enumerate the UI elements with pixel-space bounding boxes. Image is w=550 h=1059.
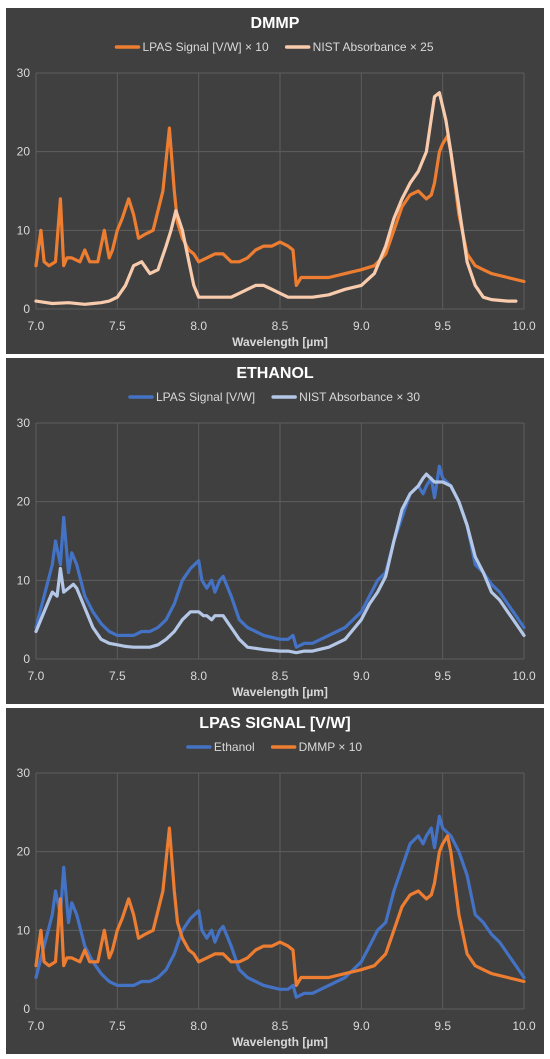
legend-item-nist-absorbance-25: NIST Absorbance × 25 — [284, 40, 434, 54]
legend-item-ethanol: Ethanol — [186, 740, 255, 754]
series-line-dmmp-10 — [34, 826, 526, 987]
x-tick-label: 9.5 — [434, 1019, 451, 1033]
legend: LPAS Signal [V/W] NIST Absorbance × 30 — [128, 390, 420, 404]
x-tick-label: 9.0 — [353, 319, 370, 333]
x-tick-label: 9.5 — [434, 319, 451, 333]
x-tick-label: 9.5 — [434, 669, 451, 683]
x-tick-label: 8.0 — [190, 319, 207, 333]
legend-item-nist-absorbance-30: NIST Absorbance × 30 — [271, 390, 420, 404]
x-axis-label: Wavelength [µm] — [232, 1035, 328, 1049]
legend: Ethanol DMMP × 10 — [186, 740, 363, 754]
series-line-nist-absorbance-25 — [34, 91, 518, 306]
y-tick-label: 0 — [23, 652, 30, 666]
x-tick-label: 9.0 — [353, 669, 370, 683]
legend-label: DMMP × 10 — [299, 740, 363, 754]
x-tick-label: 7.5 — [109, 669, 126, 683]
x-tick-label: 7.0 — [28, 319, 45, 333]
series-line-lpas-signal-v-w-10 — [34, 126, 526, 287]
x-tick-label: 8.5 — [272, 669, 289, 683]
legend-label: LPAS Signal [V/W] — [156, 390, 255, 404]
x-tick-label: 8.0 — [190, 1019, 207, 1033]
y-tick-label: 20 — [17, 845, 31, 859]
series-line-lpas-signal-v-w — [34, 464, 526, 649]
legend-item-dmmp-10: DMMP × 10 — [270, 740, 363, 754]
legend: LPAS Signal [V/W] × 10 NIST Absorbance × … — [114, 40, 434, 54]
x-tick-label: 8.0 — [190, 669, 207, 683]
x-tick-label: 7.0 — [28, 1019, 45, 1033]
legend-label: LPAS Signal [V/W] × 10 — [142, 40, 269, 54]
chart-panel-lpas-signal: LPAS SIGNAL [V/W] 0 10 20 30 7.0 7.5 8.0 8.5 9.0 9… — [6, 708, 544, 1054]
chart-panel-dmmp: DMMP 0 10 20 30 7.0 7.5 8.0 8.5 9.0 9.5 10.0 Wavelen… — [6, 8, 544, 354]
x-tick-label: 10.0 — [512, 1019, 536, 1033]
series-line-ethanol — [34, 814, 526, 999]
y-tick-label: 20 — [17, 495, 31, 509]
legend-item-lpas-signal-v-w: LPAS Signal [V/W] — [128, 390, 255, 404]
y-tick-label: 20 — [17, 145, 31, 159]
legend-label: NIST Absorbance × 25 — [313, 40, 434, 54]
x-tick-label: 10.0 — [512, 319, 536, 333]
chart-svg-ethanol: ETHANOL 0 10 20 30 7.0 7.5 8.0 8.5 9.0 9.5 10.0 Wave… — [17, 365, 536, 699]
y-tick-label: 0 — [23, 302, 30, 316]
legend-item-lpas-signal-v-w-10: LPAS Signal [V/W] × 10 — [114, 40, 269, 54]
y-tick-label: 0 — [23, 1002, 30, 1016]
x-tick-label: 9.0 — [353, 1019, 370, 1033]
chart-title: ETHANOL — [236, 365, 314, 382]
series-line-nist-absorbance-30 — [34, 472, 526, 655]
x-tick-label: 8.5 — [272, 1019, 289, 1033]
x-tick-label: 7.5 — [109, 319, 126, 333]
x-tick-label: 7.5 — [109, 1019, 126, 1033]
x-tick-label: 8.5 — [272, 319, 289, 333]
legend-label: NIST Absorbance × 30 — [299, 390, 420, 404]
y-tick-label: 30 — [17, 416, 31, 430]
y-tick-label: 30 — [17, 66, 31, 80]
x-tick-label: 10.0 — [512, 669, 536, 683]
chart-svg-lpas-signal: LPAS SIGNAL [V/W] 0 10 20 30 7.0 7.5 8.0 8.5 9.0 9… — [17, 715, 536, 1049]
legend-label: Ethanol — [214, 740, 255, 754]
chart-panel-ethanol: ETHANOL 0 10 20 30 7.0 7.5 8.0 8.5 9.0 9.5 10.0 Wave… — [6, 358, 544, 704]
chart-title: LPAS SIGNAL [V/W] — [199, 715, 350, 732]
x-axis-label: Wavelength [µm] — [232, 335, 328, 349]
x-axis-label: Wavelength [µm] — [232, 685, 328, 699]
chart-title: DMMP — [251, 15, 300, 32]
x-tick-label: 7.0 — [28, 669, 45, 683]
y-tick-label: 30 — [17, 766, 31, 780]
y-tick-label: 10 — [17, 573, 31, 587]
y-tick-label: 10 — [17, 223, 31, 237]
y-tick-label: 10 — [17, 923, 31, 937]
chart-svg-dmmp: DMMP 0 10 20 30 7.0 7.5 8.0 8.5 9.0 9.5 10.0 Wavelen… — [17, 15, 536, 349]
